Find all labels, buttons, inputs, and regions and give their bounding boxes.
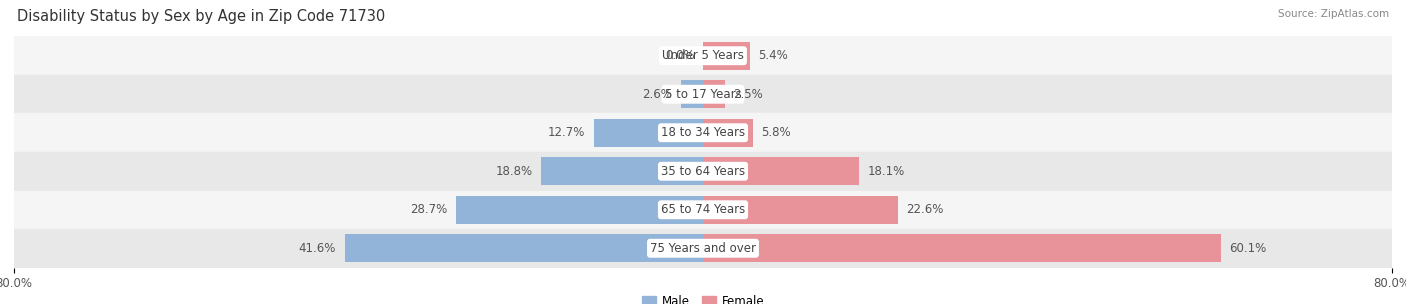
Text: 2.6%: 2.6% — [643, 88, 672, 101]
Bar — [703, 80, 724, 108]
Bar — [14, 75, 1392, 113]
Text: 18.1%: 18.1% — [868, 165, 904, 178]
Text: 0.0%: 0.0% — [665, 49, 695, 62]
Text: 65 to 74 Years: 65 to 74 Years — [661, 203, 745, 216]
Bar — [344, 234, 703, 262]
Text: Disability Status by Sex by Age in Zip Code 71730: Disability Status by Sex by Age in Zip C… — [17, 9, 385, 24]
Bar — [14, 113, 1392, 152]
Legend: Male, Female: Male, Female — [637, 290, 769, 304]
Bar — [14, 191, 1392, 229]
Text: 28.7%: 28.7% — [411, 203, 447, 216]
Bar — [14, 36, 1392, 75]
Text: 22.6%: 22.6% — [907, 203, 943, 216]
Bar — [703, 119, 754, 147]
Text: Under 5 Years: Under 5 Years — [662, 49, 744, 62]
Bar — [14, 229, 1392, 268]
Text: 5 to 17 Years: 5 to 17 Years — [665, 88, 741, 101]
Bar — [541, 157, 703, 185]
Bar — [681, 80, 703, 108]
Bar — [456, 196, 703, 224]
Text: 2.5%: 2.5% — [733, 88, 763, 101]
Bar — [703, 157, 859, 185]
Text: Source: ZipAtlas.com: Source: ZipAtlas.com — [1278, 9, 1389, 19]
Text: 12.7%: 12.7% — [548, 126, 585, 139]
Bar — [593, 119, 703, 147]
Text: 5.8%: 5.8% — [762, 126, 792, 139]
Bar — [703, 42, 749, 70]
Text: 35 to 64 Years: 35 to 64 Years — [661, 165, 745, 178]
Bar — [14, 152, 1392, 191]
Text: 75 Years and over: 75 Years and over — [650, 242, 756, 255]
Bar — [703, 196, 897, 224]
Text: 18 to 34 Years: 18 to 34 Years — [661, 126, 745, 139]
Text: 41.6%: 41.6% — [298, 242, 336, 255]
Text: 5.4%: 5.4% — [758, 49, 787, 62]
Text: 60.1%: 60.1% — [1229, 242, 1267, 255]
Text: 18.8%: 18.8% — [495, 165, 533, 178]
Bar — [703, 234, 1220, 262]
